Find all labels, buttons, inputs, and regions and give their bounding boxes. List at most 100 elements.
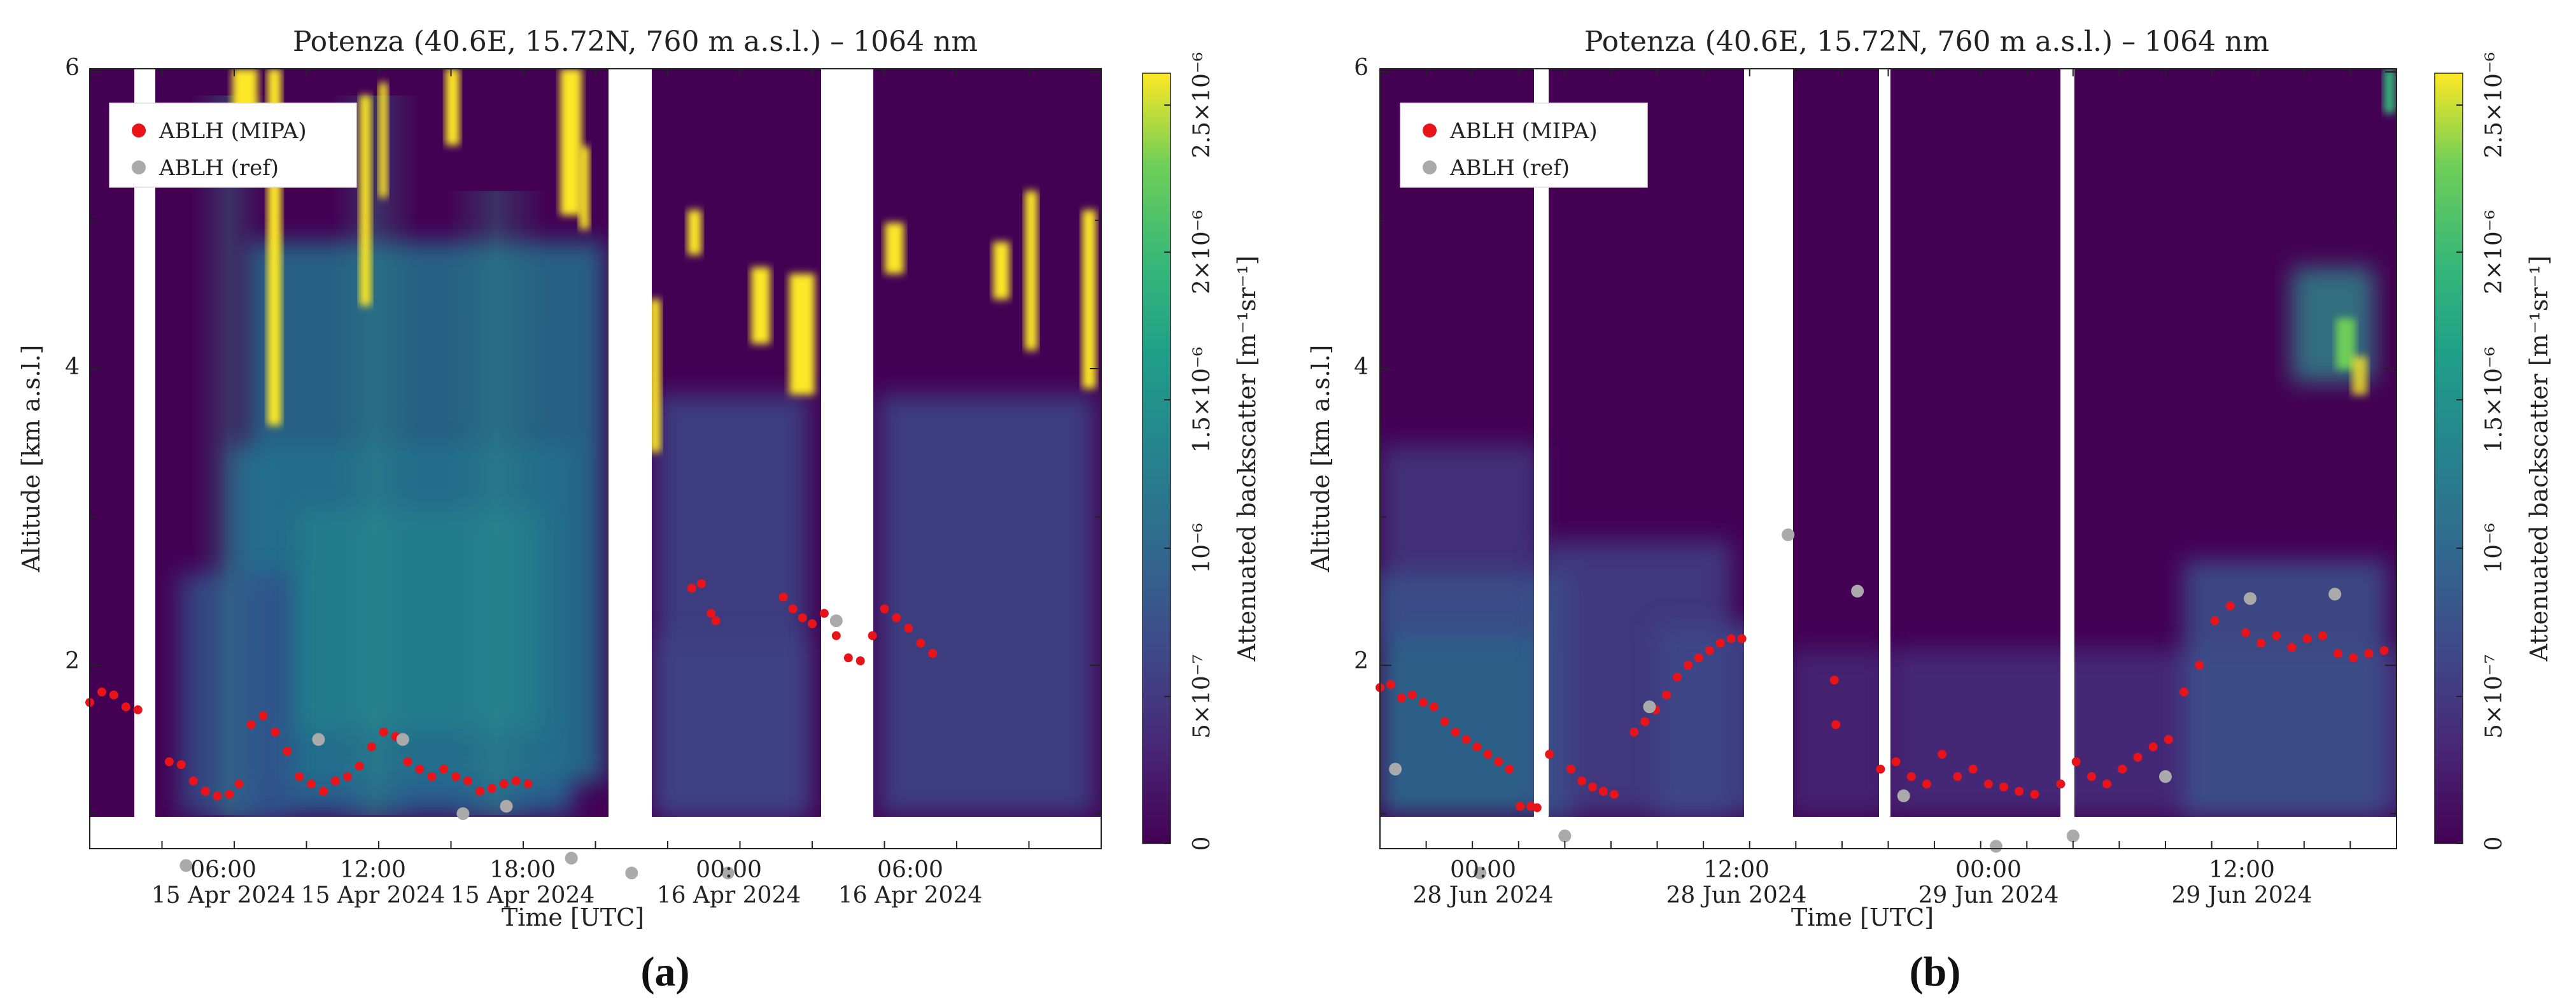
mipa-point bbox=[379, 727, 388, 737]
svg-text:29 Jun 2024: 29 Jun 2024 bbox=[1918, 882, 2059, 909]
y-tick-label: 4 bbox=[1354, 354, 1369, 380]
mipa-point bbox=[2241, 628, 2250, 637]
mipa-point bbox=[271, 727, 280, 737]
x-tick-label: 12:00 15 Apr 2024 bbox=[301, 857, 446, 909]
mipa-point bbox=[307, 779, 316, 789]
ref-point bbox=[2066, 830, 2080, 842]
mipa-point bbox=[225, 789, 234, 799]
x-tick-label: 18:00 15 Apr 2024 bbox=[451, 857, 595, 909]
mipa-point bbox=[1494, 757, 1503, 767]
x-tick-label: 00:00 29 Jun 2024 bbox=[1918, 857, 2059, 909]
mipa-point bbox=[427, 772, 437, 781]
panel-a-xlabel: Time [UTC] bbox=[502, 903, 644, 931]
colorbar-label: Attenuated backscatter [m⁻¹sr⁻¹] bbox=[1233, 255, 1261, 662]
mipa-point bbox=[1968, 765, 1978, 774]
panel-b: Potenza (40.6E, 15.72N, 760 m a.s.l.) – … bbox=[1307, 25, 2553, 995]
mipa-point bbox=[788, 604, 798, 614]
mipa-point bbox=[439, 765, 449, 774]
mipa-point bbox=[295, 772, 304, 781]
x-tick-label: 12:00 29 Jun 2024 bbox=[2171, 857, 2312, 909]
ref-point bbox=[396, 733, 409, 746]
mipa-point bbox=[1483, 749, 1493, 759]
mipa-point bbox=[319, 787, 328, 796]
mipa-point bbox=[1505, 765, 1514, 774]
legend-label: ABLH (ref) bbox=[1449, 155, 1570, 181]
mipa-point bbox=[1683, 661, 1693, 670]
mipa-point bbox=[367, 742, 376, 752]
colorbar-tick-label: 5×10⁻⁷ bbox=[1189, 654, 1215, 739]
mipa-point bbox=[916, 639, 926, 648]
colorbar-label: Attenuated backscatter [m⁻¹sr⁻¹] bbox=[2525, 255, 2553, 662]
mipa-point bbox=[2015, 787, 2024, 796]
mipa-point bbox=[1397, 693, 1406, 703]
mipa-point bbox=[778, 592, 788, 602]
panel-b-axes bbox=[1379, 68, 2397, 849]
ref-point bbox=[500, 800, 513, 813]
mipa-point bbox=[2225, 601, 2235, 611]
x-tick-label: 06:00 15 Apr 2024 bbox=[151, 857, 296, 909]
ref-point bbox=[2328, 588, 2342, 601]
mipa-point bbox=[1472, 742, 1482, 752]
mipa-point bbox=[2318, 631, 2327, 640]
y-tick-label: 6 bbox=[1354, 55, 1369, 81]
mipa-point bbox=[246, 720, 256, 730]
mipa-point bbox=[2133, 753, 2143, 762]
mipa-point bbox=[1906, 772, 1916, 781]
mipa-point bbox=[1922, 779, 1931, 789]
mipa-point bbox=[1891, 757, 1901, 767]
panel-b-ylabel: Altitude [km a.s.l.] bbox=[1307, 345, 1335, 573]
panel-a-legend: ABLH (MIPA) ABLH (ref) bbox=[109, 103, 357, 188]
x-tick-label: 06:00 16 Apr 2024 bbox=[838, 857, 983, 909]
mipa-point bbox=[283, 747, 292, 756]
mipa-point bbox=[511, 776, 521, 786]
mipa-point bbox=[97, 687, 106, 696]
mipa-point bbox=[1545, 749, 1554, 759]
svg-text:12:00: 12:00 bbox=[1703, 857, 1770, 883]
mipa-point bbox=[1461, 735, 1471, 744]
mipa-point bbox=[1407, 690, 1417, 700]
colorbar-tick-label: 2.5×10⁻⁶ bbox=[1189, 52, 1215, 159]
panel-a-y-axis: 2 4 6 Altitude [km a.s.l.] bbox=[17, 55, 80, 674]
ref-point bbox=[2159, 770, 2172, 783]
legend-label: ABLH (MIPA) bbox=[158, 118, 307, 144]
mipa-point bbox=[843, 653, 853, 663]
svg-text:00:00: 00:00 bbox=[696, 857, 762, 883]
ref-point bbox=[1989, 840, 2002, 853]
ref-point bbox=[1558, 830, 1572, 842]
mipa-point bbox=[711, 616, 721, 626]
ref-point bbox=[1643, 700, 1656, 714]
colorbar-gradient bbox=[2434, 73, 2463, 844]
panel-a-series bbox=[85, 579, 938, 880]
mipa-point bbox=[1440, 717, 1449, 726]
mipa-point bbox=[487, 784, 496, 793]
colorbar-gradient bbox=[1142, 73, 1171, 844]
mipa-point bbox=[2164, 735, 2173, 744]
y-tick-label: 6 bbox=[65, 55, 80, 81]
mipa-point bbox=[892, 613, 901, 623]
panel-a-colorbar: 0 5×10⁻⁷ 10⁻⁶ 1.5×10⁻⁶ 2×10⁻⁶ 2.5×10⁻⁶ A… bbox=[1142, 52, 1261, 851]
panel-a-heatmap bbox=[90, 69, 1101, 817]
mipa-point bbox=[1876, 765, 1885, 774]
panel-b-series bbox=[1376, 528, 2389, 880]
mipa-point bbox=[201, 787, 210, 796]
panel-a-x-axis: 06:00 15 Apr 2024 12:00 15 Apr 2024 18:0… bbox=[151, 857, 983, 931]
mipa-point bbox=[523, 779, 533, 789]
mipa-point bbox=[403, 757, 412, 767]
mipa-point bbox=[475, 787, 484, 796]
panel-b-title: Potenza (40.6E, 15.72N, 760 m a.s.l.) – … bbox=[1584, 25, 2269, 58]
svg-text:06:00: 06:00 bbox=[190, 857, 257, 883]
mipa-point bbox=[355, 761, 364, 771]
ref-point bbox=[179, 859, 193, 872]
mipa-point bbox=[1640, 717, 1650, 726]
mipa-point bbox=[234, 779, 244, 789]
ref-point bbox=[1851, 584, 1864, 598]
legend-item: ABLH (ref) bbox=[1423, 155, 1570, 181]
mipa-point bbox=[2071, 757, 2081, 767]
mipa-point bbox=[1705, 646, 1714, 655]
mipa-point bbox=[697, 579, 706, 588]
mipa-point bbox=[2287, 643, 2297, 652]
mipa-point bbox=[2302, 634, 2312, 644]
mipa-point bbox=[928, 649, 938, 658]
mipa-point bbox=[2349, 653, 2358, 663]
mipa-point bbox=[164, 757, 174, 767]
